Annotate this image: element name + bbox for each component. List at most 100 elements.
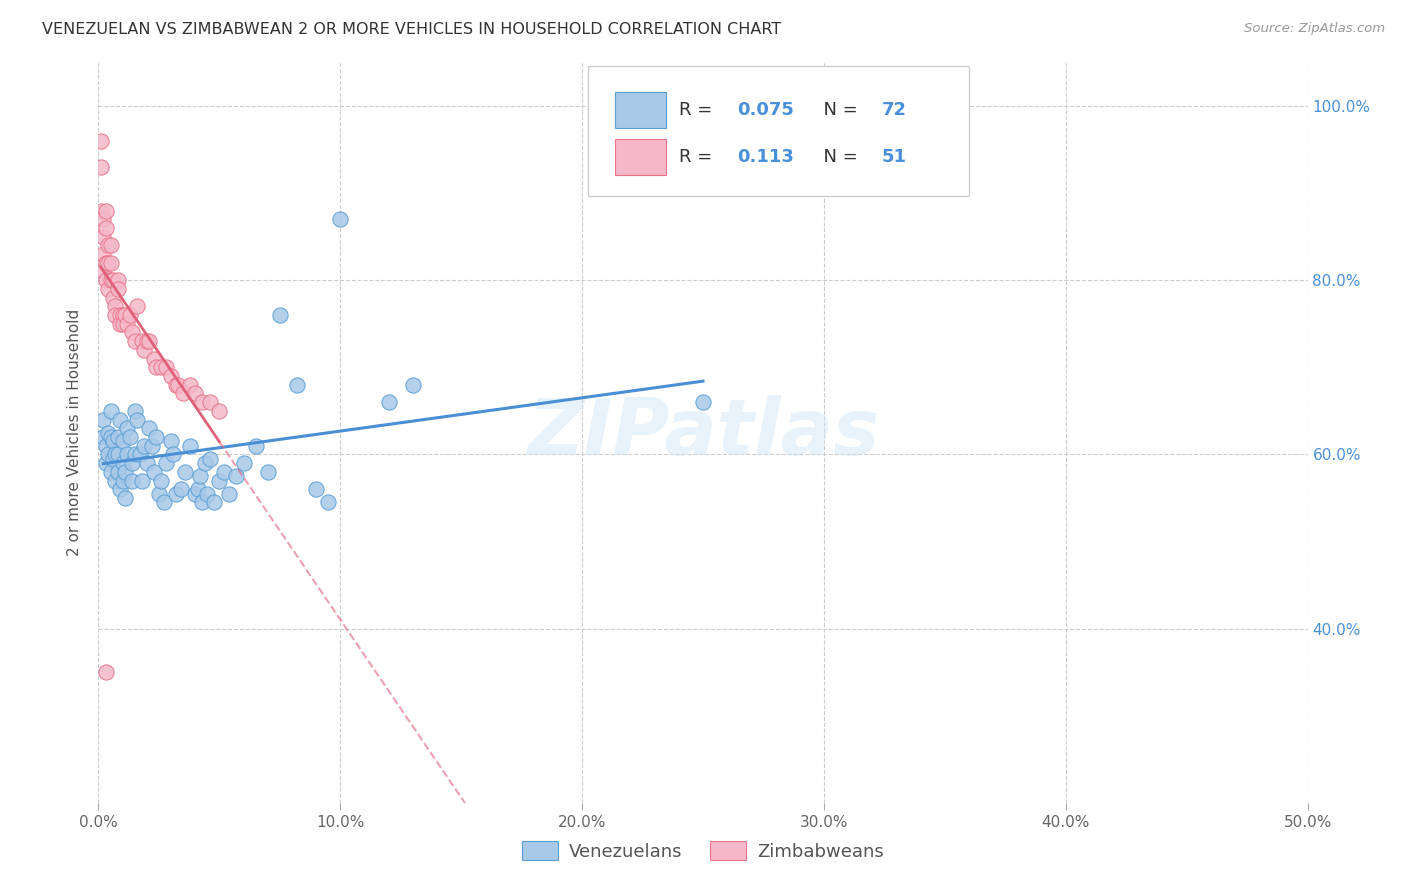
Point bbox=[94, 221, 117, 235]
Point bbox=[121, 326, 143, 340]
Point bbox=[114, 308, 136, 322]
Point bbox=[169, 482, 191, 496]
Point bbox=[208, 474, 231, 488]
Point bbox=[204, 495, 226, 509]
Point bbox=[191, 395, 214, 409]
Y-axis label: 2 or more Vehicles in Household: 2 or more Vehicles in Household bbox=[67, 309, 83, 557]
Point bbox=[131, 474, 153, 488]
Point bbox=[194, 456, 217, 470]
Text: R =: R = bbox=[679, 101, 718, 119]
Point bbox=[108, 308, 131, 322]
Point bbox=[100, 430, 122, 444]
Point bbox=[187, 482, 209, 496]
Point bbox=[104, 447, 127, 461]
Point bbox=[179, 377, 201, 392]
Point bbox=[134, 439, 156, 453]
Point bbox=[91, 229, 114, 244]
Point bbox=[124, 404, 146, 418]
Point bbox=[145, 360, 167, 375]
Point bbox=[184, 486, 207, 500]
FancyBboxPatch shape bbox=[588, 66, 969, 195]
Text: 0.113: 0.113 bbox=[737, 148, 794, 166]
Text: Source: ZipAtlas.com: Source: ZipAtlas.com bbox=[1244, 22, 1385, 36]
Point bbox=[124, 334, 146, 348]
Point bbox=[100, 465, 122, 479]
Point bbox=[91, 212, 114, 227]
Point bbox=[107, 430, 129, 444]
Point bbox=[104, 308, 127, 322]
FancyBboxPatch shape bbox=[614, 92, 665, 128]
FancyBboxPatch shape bbox=[614, 139, 665, 175]
Point bbox=[104, 474, 127, 488]
Point bbox=[97, 256, 120, 270]
Point bbox=[127, 412, 149, 426]
Point bbox=[100, 273, 122, 287]
Point bbox=[232, 456, 254, 470]
Point bbox=[117, 421, 139, 435]
Point bbox=[160, 369, 183, 384]
Point bbox=[101, 291, 124, 305]
Point bbox=[245, 439, 267, 453]
Point bbox=[128, 447, 150, 461]
Point bbox=[179, 439, 201, 453]
Point bbox=[188, 469, 211, 483]
Point bbox=[172, 386, 194, 401]
Point bbox=[97, 425, 120, 440]
Point bbox=[94, 439, 117, 453]
Point bbox=[91, 264, 114, 278]
Point bbox=[131, 334, 153, 348]
Point bbox=[111, 474, 134, 488]
Text: 0.075: 0.075 bbox=[737, 101, 794, 119]
Point bbox=[692, 395, 714, 409]
Point bbox=[127, 299, 149, 313]
Point bbox=[101, 434, 124, 449]
Text: VENEZUELAN VS ZIMBABWEAN 2 OR MORE VEHICLES IN HOUSEHOLD CORRELATION CHART: VENEZUELAN VS ZIMBABWEAN 2 OR MORE VEHIC… bbox=[42, 22, 782, 37]
Point bbox=[121, 456, 143, 470]
Point bbox=[94, 273, 117, 287]
Point bbox=[269, 308, 291, 322]
Point bbox=[138, 421, 160, 435]
Point bbox=[114, 465, 136, 479]
Point bbox=[135, 456, 157, 470]
Legend: Venezuelans, Zimbabweans: Venezuelans, Zimbabweans bbox=[515, 834, 891, 868]
Point bbox=[107, 465, 129, 479]
Point bbox=[121, 474, 143, 488]
Point bbox=[111, 434, 134, 449]
Point bbox=[108, 412, 131, 426]
Point bbox=[117, 447, 139, 461]
Point bbox=[195, 486, 218, 500]
Point bbox=[225, 469, 247, 483]
Point bbox=[148, 486, 170, 500]
Point bbox=[167, 377, 190, 392]
Point bbox=[108, 317, 131, 331]
Text: 72: 72 bbox=[882, 101, 907, 119]
Point bbox=[329, 212, 352, 227]
Point bbox=[155, 456, 177, 470]
Point bbox=[94, 456, 117, 470]
Point bbox=[94, 256, 117, 270]
Point bbox=[107, 273, 129, 287]
Point bbox=[107, 282, 129, 296]
Point bbox=[104, 299, 127, 313]
Point bbox=[100, 404, 122, 418]
Point bbox=[107, 447, 129, 461]
Point bbox=[402, 377, 425, 392]
Point bbox=[184, 386, 207, 401]
Point bbox=[165, 377, 187, 392]
Point bbox=[198, 451, 221, 466]
Point bbox=[162, 447, 184, 461]
Point bbox=[191, 495, 214, 509]
Text: N =: N = bbox=[811, 101, 863, 119]
Point bbox=[134, 343, 156, 357]
Point bbox=[208, 404, 231, 418]
Point bbox=[91, 412, 114, 426]
Point bbox=[165, 486, 187, 500]
Point bbox=[111, 317, 134, 331]
Point bbox=[218, 486, 240, 500]
Point bbox=[150, 360, 173, 375]
Point bbox=[212, 465, 235, 479]
Point bbox=[285, 377, 308, 392]
Point bbox=[118, 308, 141, 322]
Point bbox=[108, 482, 131, 496]
Point bbox=[124, 447, 146, 461]
